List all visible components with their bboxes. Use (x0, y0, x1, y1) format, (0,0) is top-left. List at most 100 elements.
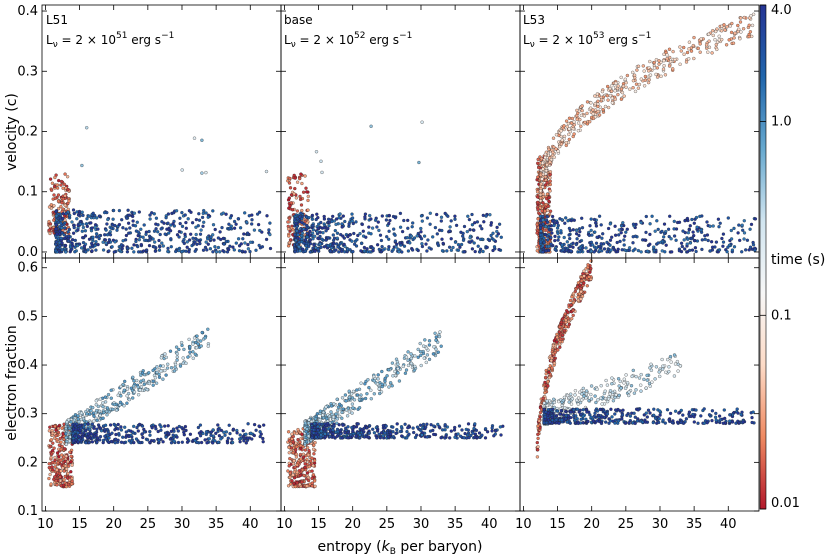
data-point (311, 431, 316, 435)
data-point (83, 234, 88, 238)
data-point (139, 385, 144, 389)
data-point (585, 100, 590, 104)
data-point (290, 432, 294, 436)
data-point (648, 384, 652, 388)
data-point (306, 198, 310, 203)
data-point (216, 440, 221, 444)
data-point (568, 298, 573, 303)
data-point (736, 23, 740, 28)
data-point (113, 441, 117, 445)
data-point (200, 138, 204, 142)
data-point (144, 238, 148, 243)
data-point (341, 214, 345, 218)
data-point (50, 428, 54, 433)
data-point (410, 225, 414, 229)
data-point (708, 249, 712, 253)
data-point (160, 241, 164, 245)
data-point (394, 431, 398, 436)
data-point (231, 427, 236, 431)
data-point (335, 417, 339, 421)
data-point (379, 431, 384, 435)
data-point (298, 452, 303, 457)
data-point (50, 449, 55, 453)
data-point (546, 384, 550, 388)
data-point (166, 212, 171, 216)
data-point (425, 435, 429, 439)
data-point (59, 484, 63, 488)
data-point (175, 435, 179, 439)
data-point (557, 330, 562, 334)
data-point (307, 448, 311, 453)
data-point (62, 469, 66, 473)
data-point (218, 250, 222, 254)
data-point (685, 50, 690, 55)
data-point (55, 483, 59, 487)
data-point (230, 437, 234, 441)
data-point (421, 344, 426, 348)
data-point (571, 313, 575, 318)
data-point (472, 228, 476, 232)
data-point (61, 186, 65, 190)
data-point (331, 243, 335, 248)
data-point (544, 202, 548, 207)
data-point (53, 465, 57, 469)
data-point (119, 425, 123, 429)
data-point (295, 180, 300, 184)
data-point (94, 399, 98, 403)
data-point (670, 250, 674, 254)
data-point (737, 27, 741, 31)
data-point (238, 226, 243, 230)
data-point (300, 468, 305, 472)
data-point (101, 404, 105, 409)
data-point (147, 381, 152, 386)
data-point (206, 327, 210, 331)
l51-electron-fraction-plateau (71, 422, 266, 445)
data-point (595, 235, 599, 239)
data-point (662, 64, 666, 68)
base-electron-fraction-plateau (310, 421, 505, 440)
data-point (627, 248, 631, 253)
data-point (610, 101, 615, 105)
data-point (337, 216, 341, 220)
data-point (432, 345, 436, 349)
data-point (372, 431, 377, 435)
data-point (553, 247, 557, 252)
data-point (446, 214, 450, 218)
data-point (304, 228, 308, 232)
data-point (84, 250, 88, 254)
data-point (294, 221, 298, 226)
data-point (78, 423, 82, 428)
data-point (206, 242, 210, 246)
data-point (235, 431, 239, 435)
data-point (331, 214, 335, 219)
data-point (340, 436, 344, 440)
data-point (298, 194, 302, 199)
data-point (426, 238, 430, 242)
data-point (98, 413, 102, 418)
data-point (350, 402, 355, 406)
data-point (114, 408, 119, 412)
data-point (357, 406, 362, 410)
data-point (360, 222, 364, 227)
data-point (256, 222, 261, 227)
data-point (52, 446, 56, 450)
data-point (127, 439, 131, 443)
data-point (366, 435, 371, 439)
data-point (113, 223, 117, 228)
data-point (236, 217, 241, 221)
data-point (558, 144, 562, 149)
data-point (94, 248, 98, 252)
data-point (536, 161, 540, 165)
data-point (177, 248, 181, 253)
data-point (432, 432, 436, 437)
data-point (114, 437, 118, 441)
data-point (401, 364, 405, 369)
data-point (667, 47, 672, 51)
data-point (80, 163, 84, 168)
data-point (224, 212, 228, 216)
data-point (69, 454, 73, 458)
data-point (326, 226, 330, 231)
data-point (398, 211, 403, 216)
data-point (365, 392, 369, 396)
data-point (331, 238, 336, 243)
